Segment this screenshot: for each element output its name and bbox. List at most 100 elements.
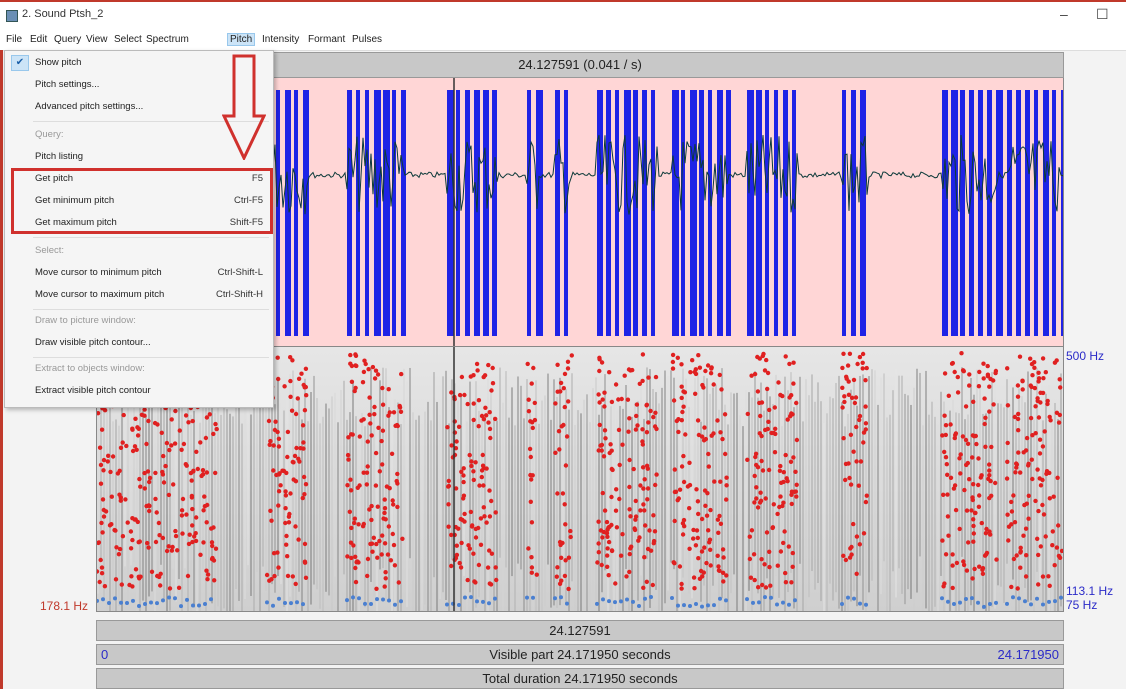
pitch-point-low	[525, 595, 529, 600]
pitch-point	[755, 389, 761, 394]
menu-item-draw-contour[interactable]: Draw visible pitch contour...	[35, 337, 151, 348]
spectral-band	[733, 393, 735, 575]
pitch-point	[383, 570, 388, 575]
menu-separator	[33, 357, 269, 358]
pitch-point	[449, 532, 454, 538]
cursor-time-bar[interactable]: 24.127591	[96, 620, 1064, 641]
pitch-point	[559, 578, 564, 583]
pitch-point	[718, 479, 723, 484]
pitch-point	[372, 376, 378, 381]
pitch-point	[788, 459, 794, 464]
pitch-point	[562, 404, 567, 410]
menu-item-move-max[interactable]: Move cursor to maximum pitch	[35, 289, 165, 300]
menu-file[interactable]: File	[6, 34, 23, 45]
spectrogram-panel[interactable]	[96, 346, 1064, 612]
pitch-point	[484, 413, 489, 418]
menu-query[interactable]: Query	[54, 34, 82, 45]
pitch-point	[194, 449, 199, 454]
pitch-point	[461, 473, 466, 478]
pitch-point	[598, 443, 603, 448]
pitch-point	[555, 491, 560, 496]
pitch-point-low	[994, 600, 998, 605]
menu-item-extract-contour[interactable]: Extract visible pitch contour	[35, 385, 151, 396]
menu-item-move-min[interactable]: Move cursor to minimum pitch	[35, 267, 162, 278]
menu-view[interactable]: View	[86, 34, 108, 45]
pitch-point	[446, 524, 451, 529]
pitch-point	[677, 564, 683, 569]
pitch-point	[679, 395, 684, 401]
spectral-band	[994, 381, 996, 609]
pitch-point	[128, 546, 134, 551]
pitch-point	[476, 424, 481, 429]
menu-formant[interactable]: Formant	[308, 34, 346, 45]
menu-spectrum[interactable]: Spectrum	[146, 34, 189, 45]
pitch-point	[346, 457, 351, 462]
menu-item-pitch-listing[interactable]: Pitch listing	[35, 151, 84, 162]
pitch-point	[161, 453, 166, 459]
visible-part-bar[interactable]: 0 Visible part 24.171950 seconds 24.1719…	[96, 644, 1064, 665]
pitch-point-low	[952, 602, 956, 607]
spectral-band	[964, 419, 966, 611]
spectral-band	[154, 400, 156, 611]
pitch-point	[356, 522, 361, 527]
menu-pulses[interactable]: Pulses	[352, 34, 383, 45]
menu-item-get-max-pitch[interactable]: Get maximum pitch	[35, 217, 117, 228]
voiced-interval	[774, 90, 778, 336]
pitch-point	[1047, 583, 1052, 588]
pitch-point	[864, 365, 869, 371]
menu-item-get-min-pitch[interactable]: Get minimum pitch	[35, 195, 115, 206]
menu-select[interactable]: Select	[114, 34, 142, 45]
pitch-point	[672, 489, 678, 495]
menu-item-get-pitch[interactable]: Get pitch	[35, 173, 74, 184]
spectral-band	[346, 419, 348, 611]
menu-item-advanced-settings[interactable]: Advanced pitch settings...	[35, 101, 144, 112]
pitch-point	[301, 440, 306, 445]
menu-item-pitch-settings[interactable]: Pitch settings...	[35, 79, 100, 90]
pitch-point	[843, 557, 849, 563]
pitch-point	[386, 413, 391, 418]
menu-intensity[interactable]: Intensity	[262, 34, 300, 45]
voiced-interval	[681, 90, 685, 336]
pitch-point	[565, 366, 571, 371]
pitch-point	[175, 548, 180, 553]
pitch-point	[701, 438, 707, 443]
pitch-point-low	[706, 603, 710, 608]
pitch-point	[1037, 451, 1043, 456]
pitch-point	[366, 367, 371, 372]
pitch-point	[490, 365, 495, 371]
total-duration-bar[interactable]: Total duration 24.171950 seconds	[96, 668, 1064, 689]
menu-item-show-pitch[interactable]: Show pitch	[35, 57, 82, 68]
spectral-band	[469, 381, 471, 593]
spectral-band	[259, 404, 261, 611]
pitch-point-low	[301, 602, 305, 607]
pitch-point	[699, 549, 705, 554]
pitch-point	[747, 556, 753, 562]
pitch-point-low	[601, 597, 605, 602]
pitch-point	[1047, 496, 1052, 501]
maximize-button[interactable]: ☐	[1096, 6, 1109, 22]
spectral-band	[424, 411, 426, 605]
pitch-point	[706, 451, 711, 457]
pitch-point	[562, 573, 568, 579]
pitch-point	[349, 363, 355, 369]
pitch-point	[125, 520, 130, 525]
pitch-point	[355, 485, 360, 490]
menu-pitch[interactable]: Pitch	[226, 33, 256, 46]
pitch-point	[963, 404, 969, 409]
pitch-point	[625, 397, 631, 402]
pitch-point	[183, 413, 189, 418]
menu-edit[interactable]: Edit	[30, 34, 48, 45]
pitch-point	[373, 483, 379, 488]
pitch-point	[362, 358, 367, 363]
pitch-point	[276, 503, 281, 508]
pitch-point	[977, 493, 982, 498]
spectral-band	[226, 409, 228, 611]
pitch-point	[597, 422, 602, 428]
pitch-point	[446, 484, 451, 489]
pitch-point	[153, 496, 158, 502]
pitch-point	[568, 534, 573, 540]
spectral-band	[703, 375, 705, 586]
pitch-point	[983, 531, 989, 536]
pitch-point	[100, 530, 105, 535]
minimize-button[interactable]: –	[1060, 6, 1068, 22]
